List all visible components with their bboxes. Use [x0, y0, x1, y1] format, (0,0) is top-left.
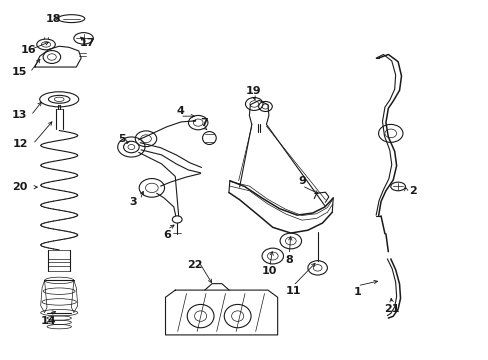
Text: 14: 14 [41, 316, 56, 325]
Text: 1: 1 [353, 287, 361, 297]
Text: 7: 7 [200, 118, 208, 128]
Text: 8: 8 [285, 255, 293, 265]
Text: 10: 10 [262, 266, 277, 276]
Text: 6: 6 [163, 230, 171, 239]
Text: 20: 20 [13, 182, 28, 192]
Text: 18: 18 [45, 14, 61, 24]
Text: 22: 22 [186, 260, 202, 270]
Text: 2: 2 [408, 186, 416, 197]
Text: 21: 21 [383, 304, 399, 314]
Text: 19: 19 [245, 86, 261, 96]
Text: 15: 15 [12, 67, 27, 77]
Text: 5: 5 [118, 134, 125, 144]
Text: 11: 11 [285, 286, 301, 296]
Text: 9: 9 [298, 176, 305, 186]
Text: 13: 13 [12, 111, 27, 121]
Text: 4: 4 [176, 106, 183, 116]
Text: 17: 17 [80, 38, 95, 48]
Text: 16: 16 [21, 45, 37, 55]
Text: 3: 3 [129, 197, 137, 207]
Text: 12: 12 [12, 139, 28, 149]
